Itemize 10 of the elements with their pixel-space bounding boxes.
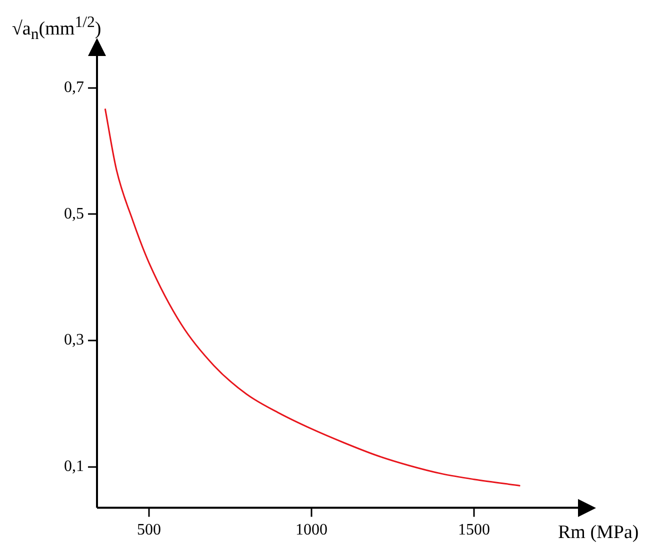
x-tick-label: 1500 bbox=[458, 522, 490, 539]
y-tick-label: 0,7 bbox=[64, 79, 84, 96]
y-tick-label: 0,3 bbox=[64, 332, 84, 349]
x-axis-title: Rm (MPa) bbox=[558, 522, 639, 544]
y-tick-label: 0,1 bbox=[64, 458, 84, 475]
line-series bbox=[104, 108, 521, 486]
y-tick-label: 0,5 bbox=[64, 205, 84, 222]
y-axis-title: √a$_{n}$(mm$^{1/2}$) bbox=[12, 14, 102, 44]
x-tick-label: 500 bbox=[137, 522, 162, 539]
x-tick-label: 1000 bbox=[296, 522, 328, 539]
